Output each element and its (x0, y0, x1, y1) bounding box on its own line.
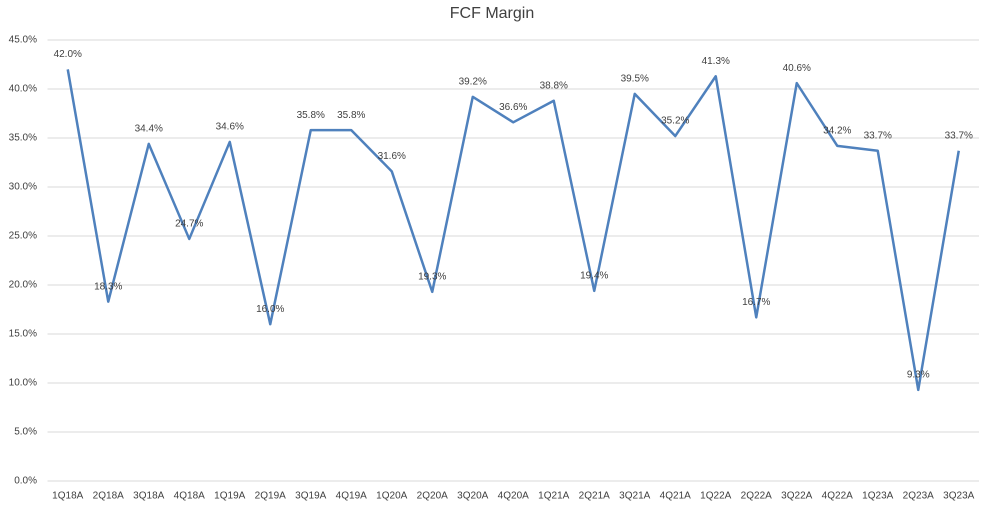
y-tick-label: 10.0% (9, 378, 37, 389)
data-label: 31.6% (378, 151, 406, 162)
y-tick-label: 20.0% (9, 280, 37, 291)
x-tick-label: 3Q18A (133, 491, 164, 502)
line (66, 69, 960, 392)
data-label: 34.6% (216, 122, 244, 133)
data-label: 41.3% (702, 56, 730, 67)
data-label: 19.4% (580, 271, 608, 282)
x-tick-label: 3Q20A (457, 491, 488, 502)
data-label: 33.7% (864, 130, 892, 141)
y-tick-label: 40.0% (9, 84, 37, 95)
x-tick-label: 3Q19A (295, 491, 326, 502)
data-label: 40.6% (783, 63, 811, 74)
x-tick-label: 2Q21A (579, 491, 610, 502)
data-label: 18.3% (94, 281, 122, 292)
x-tick-label: 4Q22A (822, 491, 853, 502)
y-tick-label: 35.0% (9, 133, 37, 144)
x-tick-label: 3Q22A (781, 491, 812, 502)
chart-title: FCF Margin (450, 5, 534, 22)
data-label: 38.8% (540, 80, 568, 91)
x-tick-label: 3Q23A (943, 491, 974, 502)
data-label: 36.6% (499, 102, 527, 113)
data-label: 19.3% (418, 272, 446, 283)
data-label: 24.7% (175, 219, 203, 230)
x-tick-label: 1Q20A (376, 491, 407, 502)
data-label: 35.8% (297, 110, 325, 121)
data-label: 16.7% (742, 297, 770, 308)
y-tick-label: 5.0% (14, 427, 37, 438)
data-label: 16.0% (256, 304, 284, 315)
x-tick-label: 1Q23A (862, 491, 893, 502)
x-tick-label: 2Q20A (417, 491, 448, 502)
x-tick-label: 1Q18A (52, 491, 83, 502)
x-tick-label: 2Q23A (903, 491, 934, 502)
y-tick-label: 15.0% (9, 329, 37, 340)
x-tick-label: 1Q19A (214, 491, 245, 502)
x-tick-label: 1Q21A (538, 491, 569, 502)
data-label: 39.2% (459, 76, 487, 87)
y-tick-label: 25.0% (9, 231, 37, 242)
x-tick-label: 2Q22A (741, 491, 772, 502)
data-label: 34.4% (135, 124, 163, 135)
x-tick-label: 2Q18A (93, 491, 124, 502)
data-label: 39.5% (621, 74, 649, 85)
x-tick-label: 4Q21A (660, 491, 691, 502)
data-label: 33.7% (945, 130, 973, 141)
data-label: 9.3% (907, 370, 930, 381)
y-tick-label: 30.0% (9, 182, 37, 193)
y-tick-label: 0.0% (14, 476, 37, 487)
data-label: 42.0% (54, 49, 82, 60)
x-tick-label: 3Q21A (619, 491, 650, 502)
x-tick-label: 4Q20A (498, 491, 529, 502)
data-label: 35.8% (337, 110, 365, 121)
x-tick-label: 2Q19A (255, 491, 286, 502)
x-tick-label: 4Q18A (174, 491, 205, 502)
data-label: 34.2% (823, 125, 851, 136)
y-tick-label: 45.0% (9, 35, 37, 46)
x-tick-label: 4Q19A (336, 491, 367, 502)
data-label: 35.2% (661, 116, 689, 127)
x-tick-label: 1Q22A (700, 491, 731, 502)
